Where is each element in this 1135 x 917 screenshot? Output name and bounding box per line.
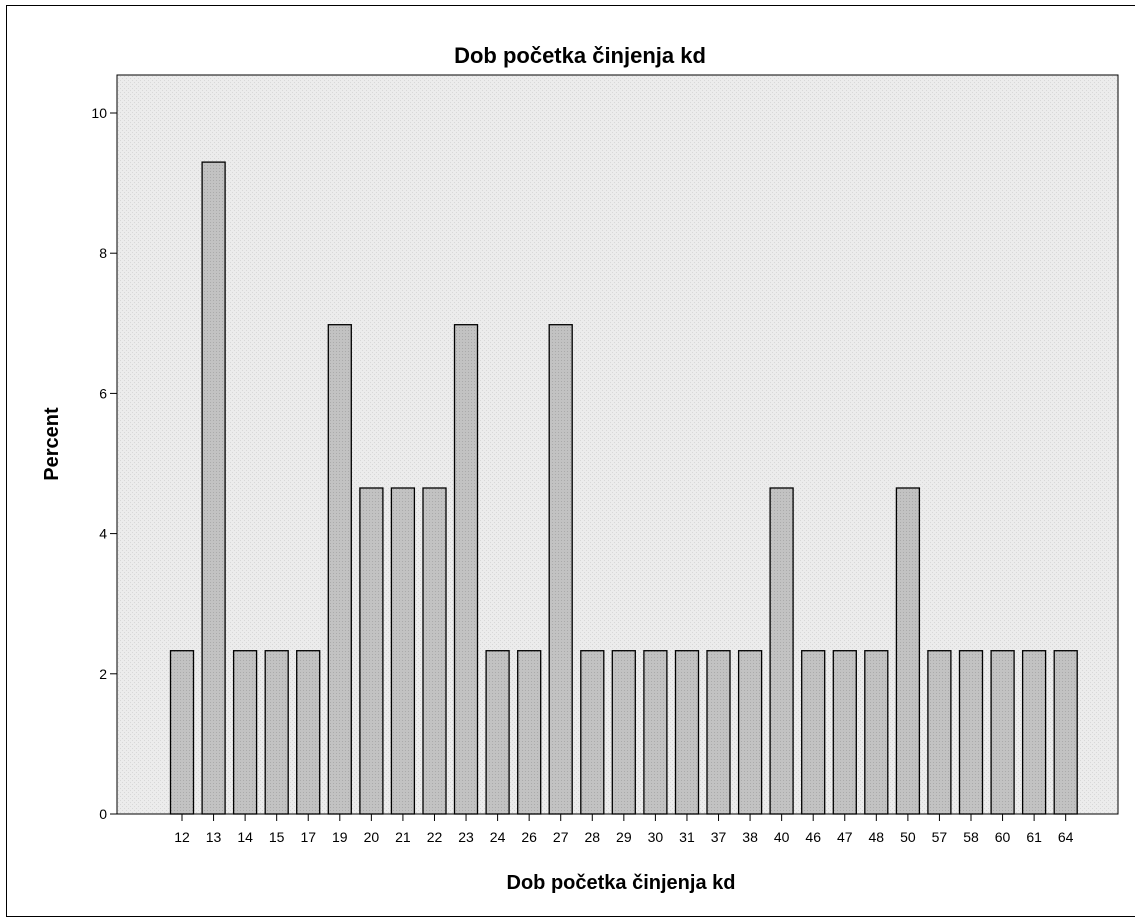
x-tick-label: 12 <box>174 829 190 845</box>
bar-14 <box>232 650 258 815</box>
bar-50 <box>895 487 921 815</box>
bar-40 <box>769 487 794 815</box>
y-tick-label: 6 <box>99 385 107 401</box>
x-tick-label: 24 <box>490 829 506 845</box>
x-tick-label: 14 <box>237 829 253 845</box>
bar-20 <box>359 487 384 815</box>
bar-64 <box>1053 650 1078 815</box>
chart-title: Dob početka činjenja kd <box>454 43 706 68</box>
y-tick-label: 10 <box>91 105 107 121</box>
bar-23 <box>453 324 479 815</box>
bar-60 <box>990 650 1015 815</box>
x-tick-label: 31 <box>679 829 695 845</box>
x-axis-title: Dob početka činjenja kd <box>507 872 736 894</box>
bar-48 <box>864 650 889 815</box>
bar-57 <box>927 650 952 815</box>
x-tick-label: 20 <box>364 829 380 845</box>
x-tick-label: 19 <box>332 829 348 845</box>
bar-58 <box>958 650 984 815</box>
bar-46 <box>801 650 826 815</box>
bar-27 <box>548 324 573 815</box>
x-tick-label: 30 <box>648 829 664 845</box>
x-tick-label: 50 <box>900 829 916 845</box>
bar-13 <box>201 161 226 815</box>
x-tick-label: 13 <box>206 829 222 845</box>
x-tick-label: 37 <box>711 829 727 845</box>
y-axis-title: Percent <box>41 407 63 481</box>
bar-12 <box>169 650 195 815</box>
x-tick-label: 22 <box>427 829 443 845</box>
x-tick-label: 57 <box>932 829 948 845</box>
bar-37 <box>706 650 731 815</box>
x-tick-label: 23 <box>458 829 474 845</box>
bar-38 <box>737 650 763 815</box>
x-tick-label: 47 <box>837 829 853 845</box>
bar-31 <box>674 650 700 815</box>
x-tick-label: 46 <box>805 829 821 845</box>
bar-30 <box>643 650 668 815</box>
bar-47 <box>832 650 857 815</box>
bar-29 <box>611 650 636 815</box>
bar-24 <box>485 650 510 815</box>
x-tick-label: 27 <box>553 829 569 845</box>
bar-15 <box>264 650 289 815</box>
x-tick-label: 38 <box>742 829 758 845</box>
x-tick-label: 60 <box>995 829 1011 845</box>
y-tick-label: 4 <box>99 526 107 542</box>
y-tick-label: 0 <box>99 806 107 822</box>
bar-28 <box>580 650 605 815</box>
bars-group <box>169 161 1078 815</box>
x-tick-label: 58 <box>963 829 979 845</box>
axes-group: 12 13 14 15 17 19 20 21 22 23 24 26 27 28 29 30 31 37 38 40… <box>91 105 1073 845</box>
x-tick-label: 26 <box>521 829 537 845</box>
x-tick-label: 48 <box>869 829 885 845</box>
x-tick-label: 61 <box>1026 829 1042 845</box>
bar-21 <box>390 487 416 815</box>
x-tick-label: 21 <box>395 829 411 845</box>
y-tick-label: 8 <box>99 245 107 261</box>
bar-19 <box>327 324 352 815</box>
y-tick-label: 2 <box>99 666 107 682</box>
bar-17 <box>296 650 321 815</box>
x-tick-label: 29 <box>616 829 632 845</box>
x-tick-label: 17 <box>300 829 316 845</box>
x-tick-label: 28 <box>584 829 600 845</box>
bar-22 <box>422 487 447 815</box>
x-tick-label: 15 <box>269 829 285 845</box>
bar-61 <box>1021 650 1047 815</box>
x-tick-label: 64 <box>1058 829 1074 845</box>
x-tick-label: 40 <box>774 829 790 845</box>
bar-26 <box>517 650 542 815</box>
